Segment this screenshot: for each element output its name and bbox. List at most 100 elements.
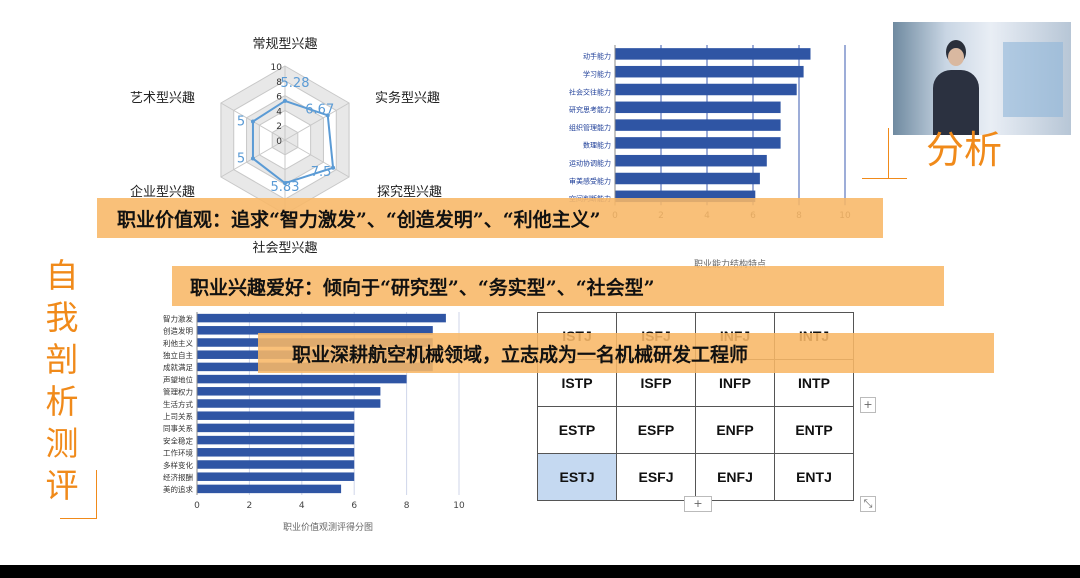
mbti-cell-esfj[interactable]: ESFJ — [616, 453, 696, 501]
radar-value-label: 6.67 — [305, 102, 334, 117]
bar-category-label: 学习能力 — [583, 69, 611, 78]
mbti-cell-enfj[interactable]: ENFJ — [695, 453, 775, 501]
bar — [615, 83, 797, 96]
bar-chart-title: 职业价值观测评得分图 — [283, 521, 373, 533]
bar — [197, 399, 381, 408]
bar-category-label: 成就满足 — [163, 362, 193, 372]
bar-category-label: 智力激发 — [163, 313, 193, 323]
bar — [197, 326, 433, 335]
bar-category-label: 声望地位 — [163, 374, 193, 384]
bar — [197, 472, 355, 481]
mbti-cell-enfp[interactable]: ENFP — [695, 406, 775, 454]
radar-scale-tick: 10 — [271, 63, 283, 73]
banner-values-text: 职业价值观：追求“智力激发”、“创造发明”、“利他主义” — [117, 208, 601, 231]
bar — [615, 137, 781, 149]
radar-value-label: 7.5 — [311, 165, 332, 180]
radar-value-label: 5.28 — [281, 76, 310, 91]
radar-value-label: 5 — [237, 115, 245, 130]
bar-category-label: 运动协调能力 — [569, 158, 611, 167]
bar-category-label: 研究思考能力 — [569, 105, 611, 114]
bar-category-label: 同事关系 — [163, 423, 193, 433]
right-title-fragment: 分析 — [926, 128, 1003, 172]
radar-point — [283, 181, 287, 186]
bar-category-label: 工作环境 — [163, 448, 193, 458]
radar-spoke — [284, 102, 350, 141]
mbti-cell-estj[interactable]: ESTJ — [537, 453, 617, 501]
bar-x-tick: 2 — [247, 501, 253, 511]
bar-category-label: 数理能力 — [583, 141, 611, 150]
presenter-silhouette — [933, 40, 979, 135]
radar-scale-tick: 2 — [276, 122, 282, 132]
bar-category-label: 安全稳定 — [163, 435, 193, 445]
bar-x-tick: 10 — [453, 501, 465, 511]
bar — [615, 101, 781, 114]
radar-spoke — [284, 139, 350, 178]
radar-axis-label: 探究型兴趣 — [377, 185, 442, 200]
radar-value-label: 5 — [237, 152, 245, 167]
bar-category-label: 审美感受能力 — [569, 176, 611, 185]
banner-interests: 职业兴趣爱好：倾向于“研究型”、“务实型”、“社会型” — [172, 266, 944, 306]
mbti-cell-entj[interactable]: ENTJ — [774, 453, 854, 501]
bar-category-label: 动手能力 — [583, 52, 611, 61]
radar-axis-label: 艺术型兴趣 — [130, 91, 195, 106]
radar-axis-label: 常规型兴趣 — [252, 37, 317, 52]
radar-scale-tick: 4 — [276, 107, 282, 117]
radar-axis-label: 实务型兴趣 — [375, 90, 440, 106]
radar-axis-label: 社会型兴趣 — [252, 240, 317, 256]
bar — [197, 387, 381, 396]
radar-value-label: 5.83 — [271, 180, 300, 195]
bar — [197, 423, 355, 433]
bar-x-tick: 0 — [194, 501, 200, 511]
radar-point — [250, 156, 255, 161]
bracket-line — [96, 470, 97, 518]
ability-bar-chart: 动手能力学习能力社会交往能力研究思考能力组织管理能力数理能力运动协调能力审美感受… — [569, 45, 851, 270]
bar — [197, 460, 355, 469]
banner-interests-text: 职业兴趣爱好：倾向于“研究型”、“务实型”、“社会型” — [190, 276, 655, 299]
table-resize-handle[interactable]: ⤡ — [860, 496, 876, 512]
bar-category-label: 生活方式 — [163, 399, 193, 409]
bracket-line — [862, 178, 907, 179]
bar-category-label: 多样变化 — [163, 460, 193, 470]
mbti-cell-entp[interactable]: ENTP — [774, 406, 854, 454]
radar-scale-tick: 6 — [276, 93, 282, 103]
banner-career: 职业深耕航空机械领域，立志成为一名机械研发工程师 — [258, 333, 994, 373]
bar-category-label: 创造发明 — [163, 326, 193, 336]
bar-category-label: 组织管理能力 — [569, 123, 611, 132]
bar-x-tick: 4 — [299, 501, 305, 511]
slide: 10 8 6 4 2 0 5.28 6.67 7.5 5.83 5 5 常规型兴趣 实务型兴趣 探究型兴趣社… — [0, 0, 1080, 565]
bar-category-label: 社会交往能力 — [569, 87, 611, 96]
bar — [197, 435, 355, 445]
bar — [615, 154, 767, 167]
bar — [615, 48, 811, 60]
bar — [197, 411, 355, 420]
bar-category-label: 利他主义 — [163, 338, 193, 348]
bar-category-label: 独立自主 — [163, 350, 193, 360]
bar — [615, 65, 804, 78]
bar-x-tick: 8 — [404, 501, 410, 511]
bar — [615, 190, 756, 203]
radar-point — [250, 119, 255, 124]
table-add-column-handle[interactable]: + — [860, 397, 876, 413]
bar — [197, 448, 355, 457]
bar-category-label: 上司关系 — [163, 411, 193, 421]
mbti-row: ESTJ ESFJ ENFJ ENTJ — [537, 453, 854, 501]
mbti-cell-estp[interactable]: ESTP — [537, 406, 617, 454]
radar-chart: 10 8 6 4 2 0 5.28 6.67 7.5 5.83 5 5 常规型兴趣实务型兴趣探究型兴趣社… — [130, 37, 442, 256]
radar-scale-tick: 8 — [276, 78, 282, 88]
bracket-line — [60, 518, 97, 519]
radar-point — [325, 113, 330, 118]
radar-point — [331, 165, 336, 170]
bar — [197, 313, 446, 323]
bar — [615, 172, 760, 185]
table-add-row-handle[interactable]: + — [684, 496, 712, 512]
mbti-cell-esfp[interactable]: ESFP — [616, 406, 696, 454]
bracket-line — [888, 128, 889, 178]
bar — [197, 484, 342, 494]
radar-point — [283, 98, 287, 103]
webcam-video — [893, 22, 1071, 135]
bar — [615, 119, 781, 131]
bar-category-label: 美的追求 — [163, 484, 193, 494]
radar-scale-tick: 0 — [276, 137, 282, 147]
radar-axis-label: 企业型兴趣 — [130, 184, 195, 200]
bar — [197, 374, 407, 384]
